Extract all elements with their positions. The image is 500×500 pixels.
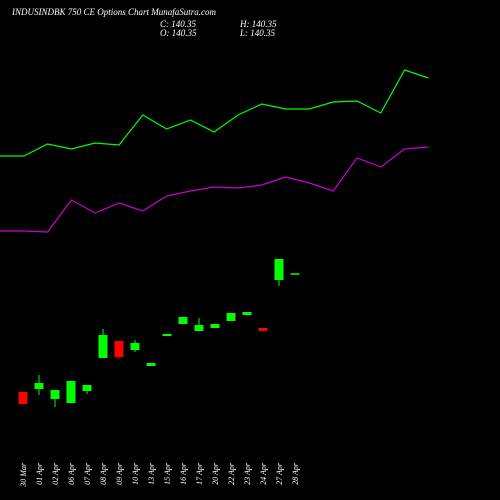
- indicator-line: [0, 146, 429, 233]
- candle-body: [258, 328, 268, 331]
- x-tick-label: 15 Apr: [163, 462, 172, 485]
- candle-body: [162, 334, 172, 336]
- candle-body: [178, 317, 188, 324]
- x-tick-label: 30 Mar: [19, 462, 28, 488]
- candle-body: [226, 313, 236, 321]
- candle-body: [130, 343, 140, 350]
- candle-body: [34, 383, 44, 389]
- candle-body: [50, 390, 60, 399]
- candle-body: [114, 341, 124, 357]
- high-label: H: 140.35: [239, 19, 277, 29]
- x-tick-label: 01 Apr: [35, 462, 44, 485]
- candle-body: [98, 335, 108, 358]
- x-tick-label: 08 Apr: [99, 462, 108, 485]
- x-tick-label: 02 Apr: [51, 462, 60, 485]
- candle-body: [242, 312, 252, 315]
- x-tick-label: 28 Apr: [291, 462, 300, 485]
- x-tick-label: 06 Apr: [67, 462, 76, 485]
- open-label: O: 140.35: [160, 28, 197, 38]
- x-tick-label: 10 Apr: [131, 462, 140, 485]
- low-label: L: 140.35: [239, 28, 276, 38]
- x-tick-label: 09 Apr: [115, 462, 124, 485]
- candle-body: [66, 381, 76, 403]
- x-tick-label: 13 Apr: [147, 462, 156, 485]
- x-tick-label: 16 Apr: [179, 462, 188, 485]
- candle-body: [82, 385, 92, 391]
- candle-body: [274, 259, 284, 280]
- x-tick-label: 24 Apr: [259, 462, 268, 485]
- x-tick-label: 20 Apr: [211, 462, 220, 485]
- candle-body: [18, 392, 28, 404]
- x-tick-label: 22 Apr: [227, 462, 236, 485]
- close-label: C: 140.35: [160, 19, 197, 29]
- candle-body: [210, 324, 220, 328]
- x-tick-label: 27 Apr: [275, 462, 284, 485]
- x-tick-label: 23 Apr: [243, 462, 252, 485]
- candle-body: [194, 325, 204, 331]
- candle-body: [290, 273, 300, 275]
- chart-title: INDUSINDBK 750 CE Options Chart MunafaSu…: [11, 7, 217, 17]
- x-tick-label: 07 Apr: [83, 462, 92, 485]
- indicator-line: [0, 69, 429, 157]
- x-tick-label: 17 Apr: [195, 462, 204, 485]
- candle-body: [146, 363, 156, 366]
